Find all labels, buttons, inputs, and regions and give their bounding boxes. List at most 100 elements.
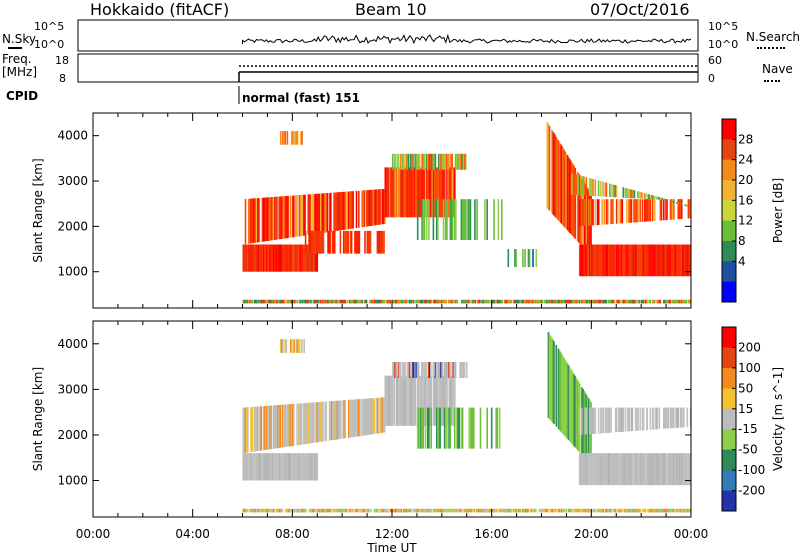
power-upper-echo bbox=[652, 195, 655, 200]
velocity-ground-echo bbox=[270, 508, 273, 513]
velocity-ground-echo bbox=[243, 508, 246, 513]
power-main-echo bbox=[358, 230, 361, 254]
power-ground-echo bbox=[286, 299, 288, 304]
velocity-late-echo bbox=[631, 407, 634, 432]
power-upper-echo bbox=[407, 153, 410, 170]
velocity-main-echo bbox=[321, 401, 323, 442]
power-ground-echo bbox=[657, 299, 659, 304]
power-ground-echo bbox=[611, 299, 613, 304]
power-main-echo bbox=[450, 167, 453, 218]
power-upper-echo bbox=[600, 181, 602, 197]
velocity-ground-echo bbox=[342, 508, 344, 513]
velocity-ground-echo bbox=[304, 508, 306, 513]
power-ground-echo bbox=[412, 299, 415, 304]
power-main-echo bbox=[402, 167, 405, 218]
power-late-echo bbox=[595, 244, 598, 277]
power-main-echo bbox=[252, 198, 255, 243]
power-main-echo bbox=[269, 244, 271, 272]
power-upper-echo bbox=[605, 182, 608, 197]
power-main-echo bbox=[254, 198, 257, 243]
velocity-ground-echo bbox=[529, 508, 532, 513]
velocity-main-echo bbox=[280, 453, 283, 481]
power-ground-echo bbox=[409, 299, 412, 304]
velocity-ground-echo bbox=[501, 508, 504, 513]
power-ground-echo bbox=[268, 299, 270, 304]
power-late-echo bbox=[551, 129, 553, 214]
power-late-echo bbox=[652, 244, 655, 277]
velocity-ground-echo bbox=[323, 508, 325, 513]
velocity-ground-echo bbox=[574, 508, 576, 513]
velocity-main-echo bbox=[304, 403, 306, 445]
velocity-ground-echo bbox=[266, 508, 268, 513]
power-upper-echo bbox=[643, 193, 646, 199]
power-main-echo bbox=[331, 230, 334, 254]
velocity-sparse-echo bbox=[420, 407, 422, 449]
power-upper-echo bbox=[300, 131, 302, 145]
power-main-echo bbox=[262, 197, 265, 242]
velocity-ground-echo bbox=[249, 508, 251, 513]
velocity-main-echo bbox=[253, 406, 256, 452]
y-tick-label: 1000 bbox=[57, 265, 88, 279]
power-ground-echo bbox=[509, 299, 511, 304]
velocity-ground-echo bbox=[657, 508, 659, 513]
velocity-late-echo bbox=[597, 407, 600, 434]
nave-label: Nave bbox=[762, 62, 793, 76]
power-late-echo bbox=[613, 244, 616, 277]
power-upper-echo bbox=[588, 178, 591, 196]
velocity-main-echo bbox=[402, 375, 405, 426]
power-ground-echo bbox=[581, 299, 583, 304]
power-sparse-echo bbox=[476, 199, 478, 240]
velocity-main-echo bbox=[248, 453, 250, 481]
power-ground-echo bbox=[399, 299, 402, 304]
power-ground-echo bbox=[612, 299, 615, 304]
power-upper-echo bbox=[442, 153, 445, 170]
power-late-echo bbox=[619, 244, 621, 277]
velocity-late-echo bbox=[686, 407, 689, 428]
velocity-main-echo bbox=[267, 453, 269, 481]
power-ground-echo bbox=[549, 299, 552, 304]
velocity-ground-echo bbox=[382, 508, 385, 513]
velocity-ground-echo bbox=[433, 508, 435, 513]
velocity-ground-echo bbox=[639, 508, 641, 513]
power-main-echo bbox=[258, 244, 260, 272]
power-upper-echo bbox=[448, 153, 450, 170]
power-ground-echo bbox=[430, 299, 433, 304]
power-late-echo bbox=[594, 199, 597, 226]
velocity-late-echo bbox=[548, 333, 551, 420]
power-upper-echo bbox=[411, 153, 413, 170]
colorbar-swatch bbox=[722, 327, 736, 348]
power-late-echo bbox=[645, 199, 647, 222]
velocity-ground-echo bbox=[526, 508, 528, 513]
power-late-echo bbox=[565, 153, 568, 230]
velocity-main-echo bbox=[261, 453, 264, 481]
power-ground-echo bbox=[378, 299, 380, 304]
power-ground-echo bbox=[361, 299, 363, 304]
velocity-late-echo bbox=[571, 370, 573, 444]
velocity-late-echo bbox=[582, 453, 584, 486]
velocity-ground-echo bbox=[506, 508, 508, 513]
velocity-upper-echo bbox=[429, 362, 431, 378]
velocity-ground-echo bbox=[409, 508, 412, 513]
power-late-echo bbox=[603, 199, 606, 225]
power-ground-echo bbox=[424, 299, 426, 304]
power-late-echo bbox=[597, 244, 600, 277]
power-main-echo bbox=[317, 230, 319, 254]
power-late-echo bbox=[553, 133, 555, 216]
power-main-echo bbox=[253, 244, 256, 272]
power-upper-echo bbox=[403, 153, 405, 170]
power-late-echo bbox=[584, 244, 587, 277]
power-late-echo bbox=[649, 199, 652, 222]
power-ground-echo bbox=[411, 299, 414, 304]
power-ground-echo bbox=[573, 299, 575, 304]
power-ground-echo bbox=[619, 299, 621, 304]
velocity-late-echo bbox=[661, 453, 664, 486]
power-late-echo bbox=[630, 244, 633, 277]
power-upper-echo bbox=[445, 153, 448, 170]
power-main-echo bbox=[438, 167, 440, 218]
velocity-ground-echo bbox=[298, 508, 301, 513]
velocity-ground-echo bbox=[648, 508, 650, 513]
power-ground-echo bbox=[280, 299, 283, 304]
velocity-ground-echo bbox=[251, 508, 254, 513]
velocity-ground-echo bbox=[395, 508, 397, 513]
velocity-main-echo bbox=[289, 404, 292, 447]
